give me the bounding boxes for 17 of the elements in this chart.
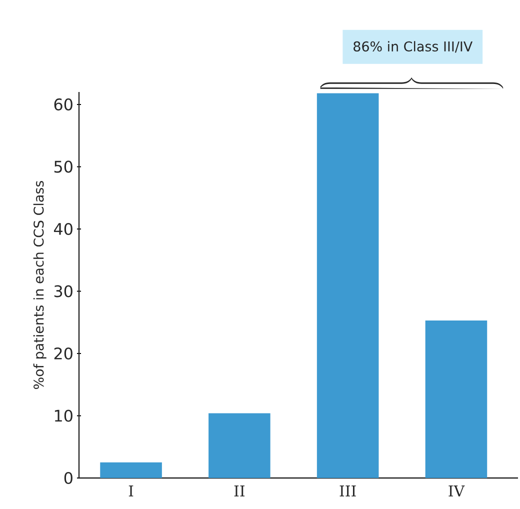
y-tick-label: 40	[54, 222, 72, 235]
y-tick-label: 60	[54, 98, 72, 110]
bar	[208, 413, 270, 478]
bar	[425, 320, 488, 478]
x-tick-label: IV	[448, 486, 465, 496]
y-axis-title: %of patients in each CCS Class	[33, 180, 46, 389]
y-tick-label: 0	[64, 472, 72, 484]
x-tick-label: II	[234, 486, 245, 496]
bar	[316, 93, 379, 478]
x-tick-label: III	[340, 486, 356, 496]
y-tick-label: 20	[54, 347, 72, 360]
y-tick-label: 10	[54, 410, 72, 422]
y-tick-label: 30	[54, 285, 72, 298]
bar	[100, 462, 162, 478]
y-tick-label: 50	[54, 160, 72, 173]
text: 86% in Class III/IV	[354, 41, 473, 53]
x-tick-label: I	[128, 486, 134, 496]
